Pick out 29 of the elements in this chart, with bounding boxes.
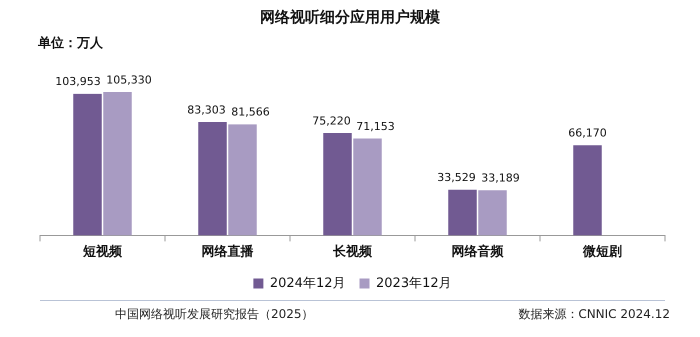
bar (353, 138, 382, 236)
x-tick-label: 网络直播 (202, 244, 254, 260)
data-label: 66,170 (568, 126, 607, 140)
bar (448, 190, 477, 236)
legend-label: 2024年12月 (270, 276, 346, 291)
data-label: 83,303 (187, 103, 226, 116)
bar (323, 132, 352, 236)
bar (478, 190, 507, 236)
data-label: 81,566 (231, 106, 270, 119)
data-label: 105,330 (106, 73, 152, 86)
bar (573, 145, 602, 236)
bar (198, 122, 227, 236)
source-note: 数据来源：CNNIC 2024.12 (518, 306, 670, 323)
y-axis-title: 单位：万人 (38, 35, 103, 52)
x-tick-label: 微短剧 (582, 244, 622, 260)
data-label: 103,953 (55, 75, 101, 88)
chart-title: 网络视听细分应用用户规模 (259, 8, 441, 27)
x-tick-label: 长视频 (332, 244, 373, 260)
bar (228, 124, 257, 236)
text: 中国网络视听发展研究报告（2025） (115, 306, 314, 323)
x-tick-label: 网络音频 (452, 244, 504, 260)
legend-label: 2023年12月 (376, 276, 452, 291)
bar (103, 92, 132, 236)
data-label: 33,529 (437, 171, 476, 184)
bar (73, 94, 102, 236)
data-label: 33,189 (481, 172, 520, 185)
x-tick-label: 短视频 (82, 244, 123, 260)
data-label: 71,153 (356, 120, 395, 133)
data-label: 75,220 (312, 114, 351, 128)
